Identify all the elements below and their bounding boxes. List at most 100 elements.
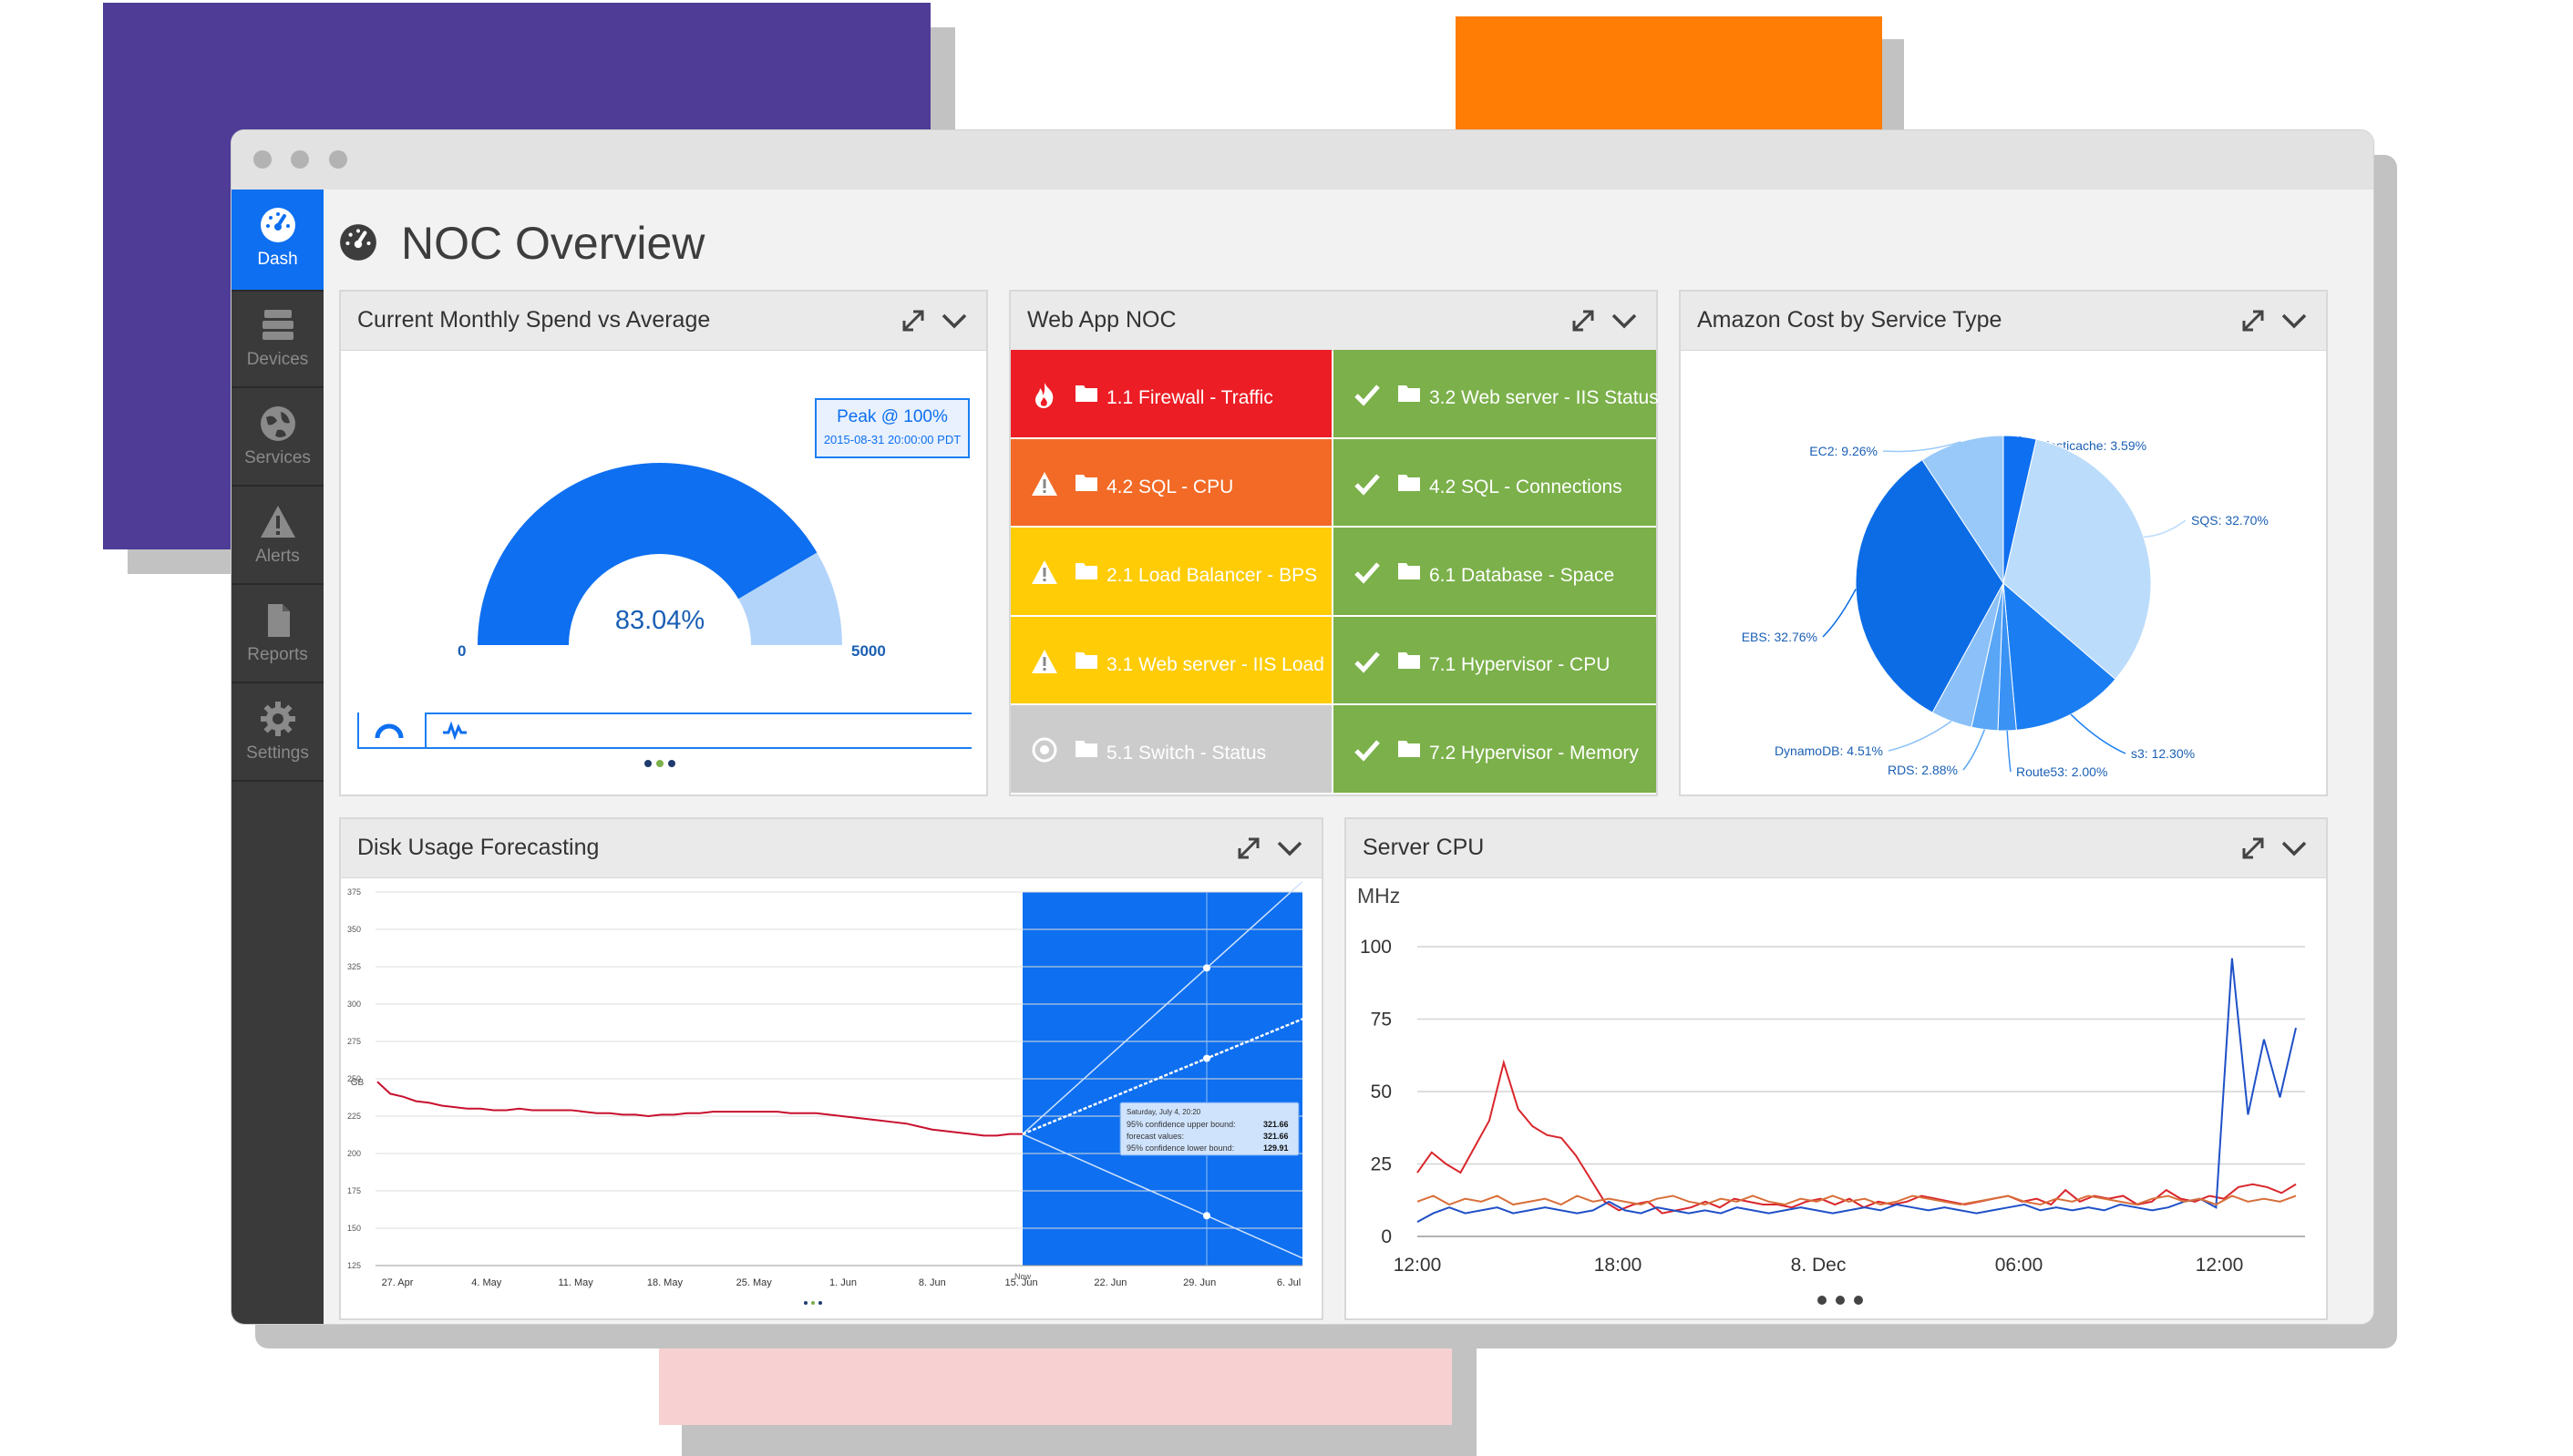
x-tick-label: 8. Dec [1791, 1255, 1847, 1276]
forecast-line [1022, 1018, 1303, 1135]
cost-pie-chart: Elasticache: 3.59%SQS: 32.70%s3: 12.30%R… [1742, 435, 2269, 779]
expand-icon[interactable] [1570, 308, 1596, 333]
y-tick-label: 300 [347, 1000, 361, 1009]
unknown-icon [1032, 737, 1057, 763]
panel-title: Disk Usage Forecasting [357, 835, 600, 860]
warning-icon [1032, 649, 1057, 673]
sidebar-item-services[interactable]: Services [232, 388, 324, 487]
y-tick-label: 0 [1381, 1226, 1392, 1247]
chevron-down-icon[interactable] [941, 308, 968, 333]
folder-icon [1398, 385, 1420, 402]
panel-title: Amazon Cost by Service Type [1697, 307, 2002, 333]
x-tick-label: 6. Jul [1277, 1277, 1301, 1288]
chevron-down-icon[interactable] [2280, 836, 2308, 861]
speedometer-icon [340, 224, 376, 261]
window-maximize-button[interactable] [329, 150, 347, 169]
noc-tile[interactable]: 4.2 SQL - Connections [1333, 438, 1656, 527]
tooltip-row-value: 321.66 [1263, 1132, 1289, 1141]
pie-leader-line [1822, 589, 1857, 638]
noc-tile[interactable]: 5.1 Switch - Status [1011, 705, 1332, 793]
pagination-dot [818, 1301, 822, 1305]
fire-icon [1035, 383, 1054, 408]
gauge-max-label: 5000 [851, 642, 886, 660]
y-tick-label: 100 [1360, 937, 1392, 958]
sidebar-item-reports[interactable]: Reports [232, 585, 324, 683]
pie-leader-line [1888, 721, 1952, 752]
tooltip-row-label: 95% confidence lower bound: [1127, 1143, 1234, 1153]
noc-status-grid: 1.1 Firewall - Traffic 3.2 Web server - I… [1011, 350, 1659, 795]
spend-gauge [478, 463, 842, 645]
panel-server-cpu: Server CPU MHz 100 75 50 25 0 12:00 18:00 8. Dec… [1344, 817, 2328, 1320]
y-tick-label: 250 [347, 1074, 361, 1083]
sidebar-item-label: Alerts [255, 547, 300, 566]
cpu-series-line [1416, 958, 2297, 1223]
pagination-dot [811, 1301, 815, 1305]
noc-tile-label: 7.2 Hypervisor - Memory [1429, 743, 1639, 764]
x-tick-label: 4. May [471, 1277, 502, 1288]
y-tick-label: 375 [347, 887, 361, 897]
noc-tile-label: 6.1 Database - Space [1429, 565, 1615, 587]
pagination-dot [1854, 1296, 1863, 1305]
folder-icon [1398, 474, 1420, 491]
folder-icon [1398, 563, 1420, 580]
sidebar-item-devices[interactable]: Devices [232, 290, 324, 388]
x-tick-label: 29. Jun [1183, 1277, 1216, 1288]
forecast-lower-bound [1022, 1133, 1303, 1259]
pagination-dots[interactable] [643, 759, 684, 768]
window-minimize-button[interactable] [291, 150, 309, 169]
now-label: Now [1014, 1272, 1032, 1281]
noc-tile[interactable]: 6.1 Database - Space [1333, 528, 1656, 615]
forecast-marker [1203, 964, 1210, 972]
y-axis-label: MHz [1357, 884, 1400, 907]
expand-icon[interactable] [2240, 308, 2266, 333]
expand-icon[interactable] [901, 308, 926, 333]
forecast-marker [1203, 1054, 1210, 1062]
y-tick-label: 175 [347, 1186, 361, 1195]
cpu-series-line [1416, 1059, 2297, 1215]
noc-tile[interactable]: 7.2 Hypervisor - Memory [1333, 705, 1656, 793]
server-stack-icon [262, 310, 293, 340]
y-tick-label: 150 [347, 1224, 361, 1233]
noc-tile[interactable]: 2.1 Load Balancer - BPS [1011, 528, 1332, 615]
check-icon [1354, 385, 1380, 406]
check-icon [1354, 473, 1380, 496]
chevron-down-icon[interactable] [1276, 836, 1303, 861]
document-icon [267, 604, 290, 637]
folder-icon [1076, 385, 1097, 402]
y-tick-label: 350 [347, 925, 361, 934]
window-close-button[interactable] [253, 150, 272, 169]
pie-label: Route53: 2.00% [2016, 764, 2107, 779]
noc-tile[interactable]: 3.2 Web server - IIS Status [1333, 350, 1659, 437]
pie-label: s3: 12.30% [2131, 746, 2195, 761]
noc-tile[interactable]: 3.1 Web server - IIS Load [1011, 616, 1332, 704]
panel-disk-usage: Disk Usage Forecasting 375 350 325 300 275 25… [339, 817, 1323, 1320]
folder-icon [1076, 563, 1097, 580]
panel-header: Amazon Cost by Service Type [1681, 292, 2326, 351]
expand-icon[interactable] [1236, 836, 1261, 861]
sidebar-item-settings[interactable]: Settings [232, 683, 324, 782]
x-tick-label: 06:00 [1995, 1255, 2043, 1276]
noc-tile[interactable]: 7.1 Hypervisor - CPU [1333, 616, 1656, 704]
sparkline-icon [443, 721, 467, 740]
gauge-value: 83.04% [614, 606, 705, 635]
disk-forecast-chart: 375 350 325 300 275 250 225 200 175 150 125 GB 27. A… [347, 880, 1303, 1305]
cpu-series-line [1416, 1195, 2297, 1206]
pagination-dot [1836, 1296, 1845, 1305]
noc-tile[interactable]: 4.2 SQL - CPU [1011, 438, 1332, 527]
noc-tile-label: 2.1 Load Balancer - BPS [1106, 565, 1318, 587]
peak-tooltip: Peak @ 100% 2015-08-31 20:00:00 PDT [815, 398, 970, 458]
sidebar-item-dash[interactable]: Dash [232, 190, 324, 292]
chevron-down-icon[interactable] [2280, 308, 2308, 333]
tooltip-date: Saturday, July 4, 20:20 [1127, 1108, 1201, 1116]
disk-usage-line [376, 1081, 1023, 1137]
gauge-view-icon[interactable] [374, 720, 405, 740]
sidebar-item-label: Dash [257, 250, 298, 269]
sparkline-tab[interactable] [425, 713, 972, 747]
sidebar-item-alerts[interactable]: Alerts [232, 487, 324, 585]
noc-tile[interactable]: 1.1 Firewall - Traffic [1011, 350, 1332, 437]
tooltip-row-value: 129.91 [1263, 1143, 1289, 1153]
expand-icon[interactable] [2240, 836, 2266, 861]
x-tick-label: 18:00 [1594, 1255, 1642, 1276]
chevron-down-icon[interactable] [1611, 308, 1638, 333]
dashboard-main: NOC Overview Current Monthly Spend vs Av… [324, 190, 2373, 1324]
